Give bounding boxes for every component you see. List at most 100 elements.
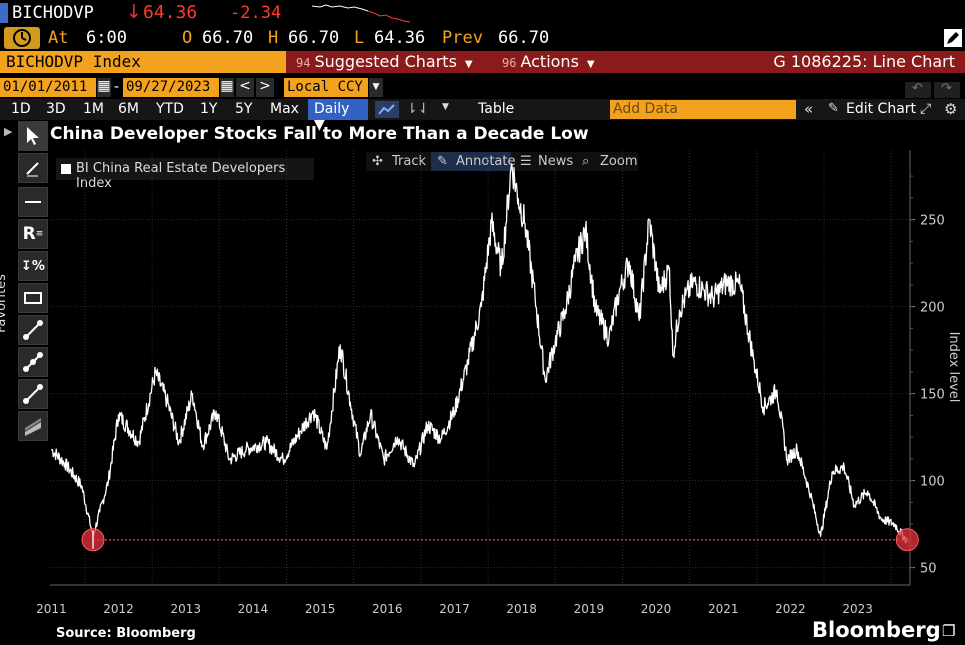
clock-icon[interactable] <box>4 27 40 49</box>
annotate-button[interactable]: Annotate <box>456 154 516 169</box>
undo-icon[interactable]: ↶ <box>905 81 931 98</box>
y-tick-label: 100 <box>920 475 945 490</box>
news-button[interactable]: News <box>538 154 574 169</box>
at-label: At <box>48 28 69 48</box>
ticker-symbol: BICHODVP <box>12 3 94 23</box>
zoom-button[interactable]: Zoom <box>600 154 638 169</box>
edit-chart-button[interactable]: Edit Chart <box>846 101 917 117</box>
gear-icon[interactable]: ⚙ <box>944 100 958 118</box>
start-date-field[interactable]: 01/01/2011 <box>0 78 96 97</box>
redo-icon[interactable]: ↷ <box>934 81 960 98</box>
range-button[interactable]: Max <box>270 101 299 117</box>
table-button[interactable]: Table <box>478 101 515 117</box>
percent-tool-icon[interactable]: ↧% <box>18 251 48 281</box>
bloomberg-logo: Bloomberg <box>812 618 941 642</box>
x-tick-label: 2019 <box>574 602 605 616</box>
calendar-icon[interactable]: ▦ <box>97 78 111 97</box>
chart-title: China Developer Stocks Fall to More Than… <box>50 124 589 144</box>
y-tick-label: 50 <box>920 562 937 577</box>
low-value: 64.36 <box>374 28 426 48</box>
low-marker-circle <box>895 528 919 552</box>
x-tick-label: 2022 <box>775 602 806 616</box>
suggested-charts-label: Suggested Charts <box>314 52 457 71</box>
track-button[interactable]: Track <box>392 154 427 169</box>
range-button[interactable]: YTD <box>156 101 184 117</box>
track-icon: ✣ <box>372 154 383 169</box>
x-tick-label: 2018 <box>506 602 537 616</box>
frequency-dropdown[interactable]: Daily ▼ <box>308 99 368 133</box>
panel-expand-icon[interactable]: ▶ <box>4 125 13 138</box>
y-tick-label: 250 <box>920 214 945 229</box>
range-button[interactable]: 3D <box>46 101 66 117</box>
low-label: L <box>354 28 365 48</box>
security-name[interactable]: BICHODVP Index <box>0 51 286 73</box>
bar-style-icon[interactable]: ⇂⇃ <box>406 101 430 117</box>
index-bar: BICHODVP Index 94 Suggested Charts ▼ 96 Act… <box>0 51 965 73</box>
fibonacci-tool-icon[interactable] <box>18 379 48 409</box>
range-button[interactable]: 1M <box>83 101 104 117</box>
range-row: 1D 3D 1M 6M YTD 1Y 5Y Max Daily ▼ ⇂⇃ ▼ T… <box>0 99 965 133</box>
net-change: -2.34 <box>230 3 282 23</box>
annotate-icon: ✎ <box>437 154 448 169</box>
source-note: Source: Bloomberg <box>56 626 196 641</box>
x-tick-label: 2017 <box>439 602 470 616</box>
trendline-tool-icon[interactable] <box>18 315 48 345</box>
style-dropdown-icon[interactable]: ▼ <box>442 102 449 112</box>
open-value: 66.70 <box>202 28 254 48</box>
caret-down-icon: ▼ <box>586 59 595 70</box>
add-data-input[interactable]: Add Data <box>610 100 796 119</box>
ticker-row: BICHODVP ↓ 64.36 -2.34 <box>0 0 965 26</box>
x-tick-label: 2021 <box>708 602 739 616</box>
channel-tool-icon[interactable] <box>18 347 48 377</box>
x-tick-label: 2013 <box>170 602 201 616</box>
x-tick-label: 2014 <box>238 602 269 616</box>
intraday-sparkline <box>312 4 411 23</box>
text-tool-icon[interactable]: R ≡ <box>18 219 48 249</box>
range-button[interactable]: 1D <box>11 101 31 117</box>
draw-tool-icon[interactable] <box>18 153 48 183</box>
range-button[interactable]: 1Y <box>200 101 218 117</box>
range-button[interactable]: 5Y <box>235 101 253 117</box>
high-value: 66.70 <box>288 28 340 48</box>
horizontal-line-tool-icon[interactable] <box>18 187 48 217</box>
legend-series-name: BI China Real Estate Developers Index <box>76 161 286 191</box>
y-tick-label: 200 <box>920 301 945 316</box>
actions-button[interactable]: 96 Actions ▼ <box>498 51 599 73</box>
parallel-channel-tool-icon[interactable] <box>18 411 48 441</box>
calendar-icon[interactable]: ▦ <box>220 78 234 97</box>
last-price: 64.36 <box>143 2 198 23</box>
graph-id: G 1086225: Line Chart <box>773 52 955 71</box>
range-button[interactable]: 6M <box>118 101 139 117</box>
prev-label: Prev <box>442 28 483 48</box>
suggested-charts-number: 94 <box>296 56 311 70</box>
edit-pencil-icon: ✎ <box>828 101 839 116</box>
currency-dropdown-icon[interactable]: ▼ <box>369 78 383 97</box>
x-tick-label: 2012 <box>103 602 134 616</box>
rectangle-tool-icon[interactable] <box>18 283 48 313</box>
pencil-corner-icon[interactable] <box>944 29 962 47</box>
date-separator: - <box>114 79 120 95</box>
pointer-tool-icon[interactable] <box>18 121 48 151</box>
copy-icon[interactable]: ❐ <box>942 622 956 640</box>
at-value: 6:00 <box>86 28 127 48</box>
next-period-button[interactable]: > <box>256 78 274 97</box>
expand-icon[interactable]: ⤢ <box>920 101 932 117</box>
quote-row: At 6:00 O 66.70 H 66.70 L 64.36 Prev 66.… <box>0 27 965 51</box>
annotate-highlight <box>431 152 511 171</box>
ticker-tab[interactable] <box>0 3 8 23</box>
collapse-icon[interactable]: « <box>804 100 814 118</box>
open-label: O <box>182 28 193 48</box>
line-chart-icon[interactable] <box>375 101 399 118</box>
prev-period-button[interactable]: < <box>236 78 254 97</box>
caret-down-icon: ▼ <box>464 59 473 70</box>
x-tick-label: 2020 <box>641 602 672 616</box>
date-row: 01/01/2011 ▦ - 09/27/2023 ▦ < > Local CC… <box>0 78 965 98</box>
end-date-field[interactable]: 09/27/2023 <box>123 78 219 97</box>
x-tick-label: 2015 <box>305 602 336 616</box>
suggested-charts-button[interactable]: 94 Suggested Charts ▼ <box>292 51 477 73</box>
down-arrow-icon: ↓ <box>126 1 142 23</box>
actions-label: Actions <box>520 52 579 71</box>
series-line <box>50 163 908 544</box>
currency-field[interactable]: Local CCY <box>284 78 368 97</box>
